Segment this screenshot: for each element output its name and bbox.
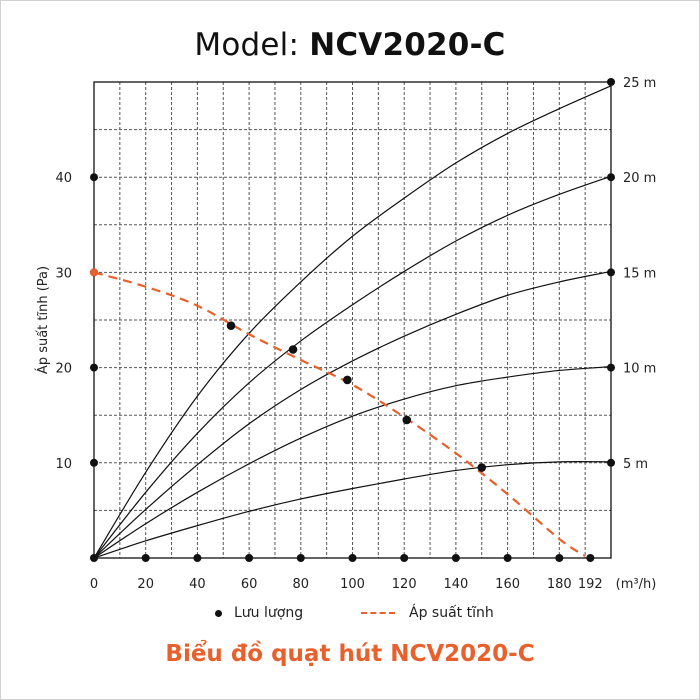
title-model: NCV2020-C <box>309 27 506 63</box>
right-axis-label: 15 m <box>623 266 656 281</box>
legend-flow-label: Lưu lượng <box>234 605 304 621</box>
x-tick-label: 60 <box>241 577 258 592</box>
x-axis-marker <box>348 554 357 562</box>
right-axis-label: 20 m <box>623 171 656 186</box>
legend-pressure: Áp suất tĩnh <box>361 605 494 621</box>
x-axis-marker <box>400 554 409 562</box>
x-axis-marker <box>296 554 305 562</box>
y-axis-title: Áp suất tĩnh (Pa) <box>35 266 51 374</box>
y-tick-label: 10 <box>55 457 72 472</box>
legend-flow: Lưu lượng <box>215 605 303 621</box>
curve-10m <box>93 366 612 559</box>
right-axis-label: 25 m <box>623 76 656 91</box>
right-axis-marker <box>607 173 615 182</box>
x-tick-label: 140 <box>443 577 468 592</box>
intersection-point <box>226 321 236 331</box>
chart-title: Model: NCV2020-C <box>1 27 699 63</box>
title-prefix: Model: <box>194 27 300 63</box>
legend-pressure-label: Áp suất tĩnh <box>409 605 494 621</box>
intersection-point <box>343 375 352 385</box>
right-axis-marker <box>607 363 615 372</box>
x-tick-label: 160 <box>495 577 520 592</box>
y-axis-marker <box>90 173 98 182</box>
curve-25m <box>93 85 612 559</box>
legend-dot-icon <box>215 609 222 617</box>
y-axis-marker <box>90 363 98 372</box>
pressure-start-marker <box>90 268 98 277</box>
footer-title: Biểu đồ quạt hút NCV2020-C <box>165 641 535 667</box>
x-tick-label: 20 <box>137 577 154 592</box>
origin-marker <box>90 554 98 562</box>
intersection-point <box>288 345 298 354</box>
intersection-point <box>402 415 412 425</box>
x-tick-label: 0 <box>90 577 98 592</box>
x-axis-marker <box>245 554 254 562</box>
right-axis-label: 10 m <box>623 362 656 377</box>
x-tick-label: 100 <box>340 577 365 592</box>
right-axis-marker <box>607 268 615 277</box>
right-axis-marker <box>607 458 615 467</box>
right-axis-marker <box>607 78 615 86</box>
static-pressure-line <box>93 271 586 558</box>
x-tick-label: 40 <box>189 577 206 592</box>
x-axis-unit: (m³/h) <box>616 577 657 592</box>
y-tick-label: 30 <box>55 266 72 281</box>
x-tick-label: 120 <box>392 577 417 592</box>
y-axis-marker <box>90 458 98 467</box>
y-tick-label: 40 <box>55 171 72 186</box>
y-tick-label: 20 <box>55 362 72 377</box>
x-axis-marker <box>451 554 460 562</box>
x-tick-label: 192 <box>578 577 603 592</box>
curve-20m <box>93 175 612 559</box>
curve-5m <box>93 461 612 559</box>
x-tick-label: 80 <box>293 577 310 592</box>
right-axis-label: 5 m <box>623 457 648 472</box>
x-axis-marker <box>193 554 202 562</box>
x-axis-marker <box>503 554 512 562</box>
x-axis-marker <box>586 554 595 562</box>
legend-dash-icon <box>361 612 395 614</box>
x-axis-marker <box>141 554 150 562</box>
curve-15m <box>93 270 612 559</box>
intersection-point <box>477 463 487 472</box>
x-axis-marker <box>555 554 564 562</box>
x-tick-label: 180 <box>547 577 572 592</box>
